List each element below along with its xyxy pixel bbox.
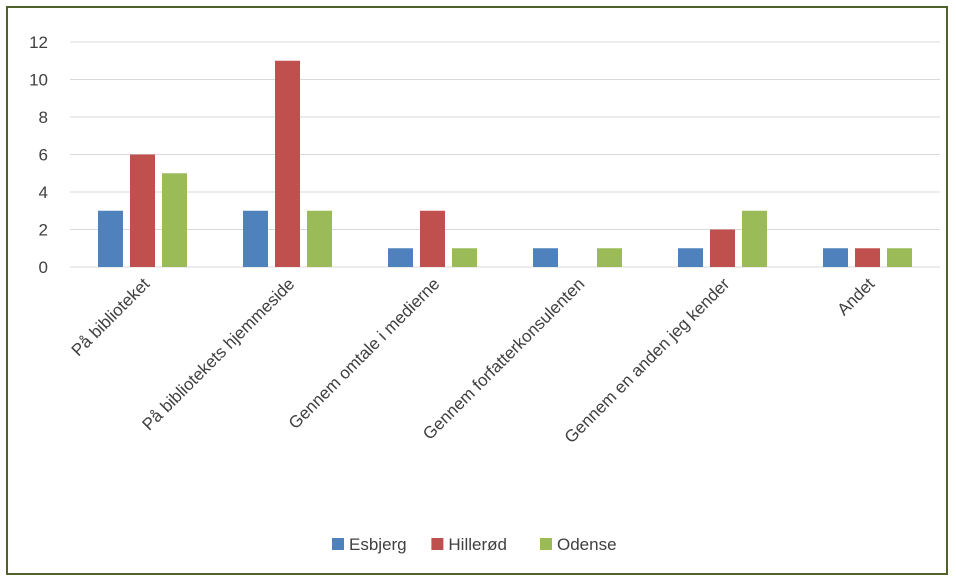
y-tick-label: 8: [39, 108, 48, 127]
bar-hillerød-5: [855, 248, 880, 267]
bar-esbjerg-2: [388, 248, 413, 267]
bar-odense-4: [742, 210, 767, 267]
chart-frame: [6, 6, 948, 575]
y-tick-label: 2: [39, 221, 48, 240]
y-tick-label: 4: [39, 183, 48, 202]
y-axis-ticks: 0 2 4 6 8 10 12: [29, 33, 48, 277]
legend-swatch-odense: [540, 538, 552, 550]
x-category-label: Gennem forfatterkonsulenten: [419, 274, 588, 443]
bar-esbjerg-0: [98, 210, 123, 267]
bar-esbjerg-1: [243, 210, 268, 267]
bar-esbjerg-3: [533, 248, 558, 267]
x-category-label: Andet: [833, 274, 878, 319]
legend-swatch-hillerød: [431, 538, 444, 550]
y-tick-label: 10: [29, 71, 48, 90]
bar-esbjerg-5: [823, 248, 848, 267]
bar-hillerød-4: [710, 229, 735, 267]
y-tick-label: 12: [29, 33, 48, 52]
legend-label: Hillerød: [448, 535, 507, 554]
bar-odense-5: [887, 248, 912, 267]
bar-esbjerg-4: [678, 248, 703, 267]
bar-odense-0: [162, 173, 187, 267]
y-tick-label: 6: [39, 146, 48, 165]
x-category-label: Gennem en anden jeg kender: [561, 274, 734, 447]
legend-label: Odense: [557, 535, 617, 554]
bar-odense-1: [307, 210, 332, 267]
bar-hillerød-2: [420, 210, 445, 267]
gridlines: [70, 41, 940, 268]
legend-swatch-esbjerg: [332, 538, 344, 550]
legend-label: Esbjerg: [349, 535, 407, 554]
x-category-label: På biblioteket: [68, 274, 154, 360]
bar-hillerød-1: [275, 60, 300, 267]
x-category-label: Gennem omtale i medierne: [285, 274, 443, 432]
legend: Esbjerg Hillerød Odense: [332, 535, 617, 554]
bar-hillerød-0: [130, 154, 155, 267]
bar-odense-3: [597, 248, 622, 267]
bar-odense-2: [452, 248, 477, 267]
x-category-label: På bibliotekets hjemmeside: [139, 274, 299, 434]
bars: [98, 60, 912, 267]
y-tick-label: 0: [39, 258, 48, 277]
